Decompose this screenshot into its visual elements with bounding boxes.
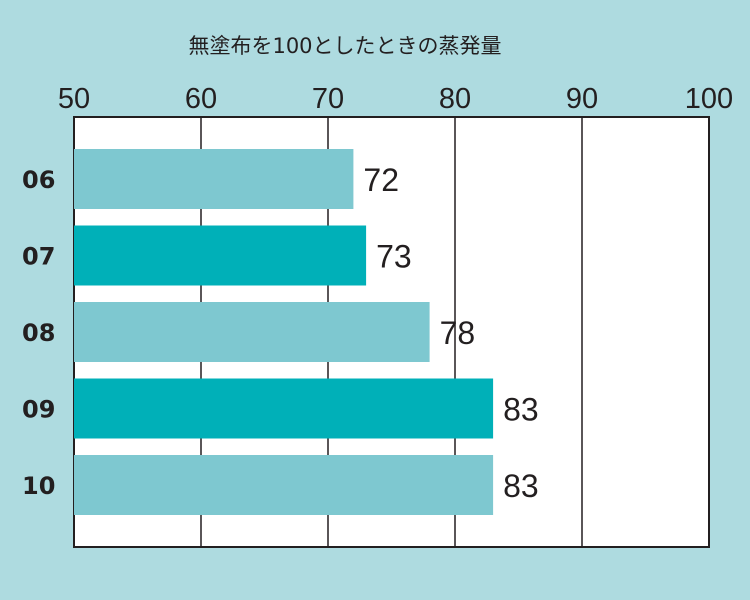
bar bbox=[74, 225, 367, 286]
category-label: 06 bbox=[22, 166, 55, 194]
data-labels: 72 73 78 83 83 bbox=[363, 162, 538, 504]
x-tick-label: 60 bbox=[185, 83, 217, 115]
x-tick-label: 80 bbox=[439, 83, 471, 115]
x-tick-label: 70 bbox=[312, 83, 344, 115]
x-tick-label: 90 bbox=[566, 83, 598, 115]
category-label: 08 bbox=[22, 319, 55, 347]
bar bbox=[74, 455, 494, 515]
bar bbox=[74, 378, 494, 439]
data-label: 83 bbox=[503, 392, 539, 428]
bar bbox=[74, 149, 354, 209]
data-label: 78 bbox=[440, 315, 476, 351]
x-tick-label: 50 bbox=[58, 83, 90, 115]
category-label: 10 bbox=[22, 472, 55, 500]
category-label: 09 bbox=[22, 396, 55, 424]
category-labels: 06 07 08 09 10 bbox=[22, 166, 55, 500]
bars bbox=[74, 149, 494, 515]
bar bbox=[74, 302, 430, 362]
x-tick-label: 100 bbox=[685, 83, 733, 115]
chart-title: 無塗布を100としたときの蒸発量 bbox=[188, 34, 501, 58]
category-label: 07 bbox=[22, 243, 55, 271]
data-label: 72 bbox=[363, 162, 399, 198]
x-axis-tick-labels: 50 60 70 80 90 100 bbox=[58, 83, 733, 115]
data-label: 73 bbox=[376, 239, 412, 275]
data-label: 83 bbox=[503, 468, 539, 504]
